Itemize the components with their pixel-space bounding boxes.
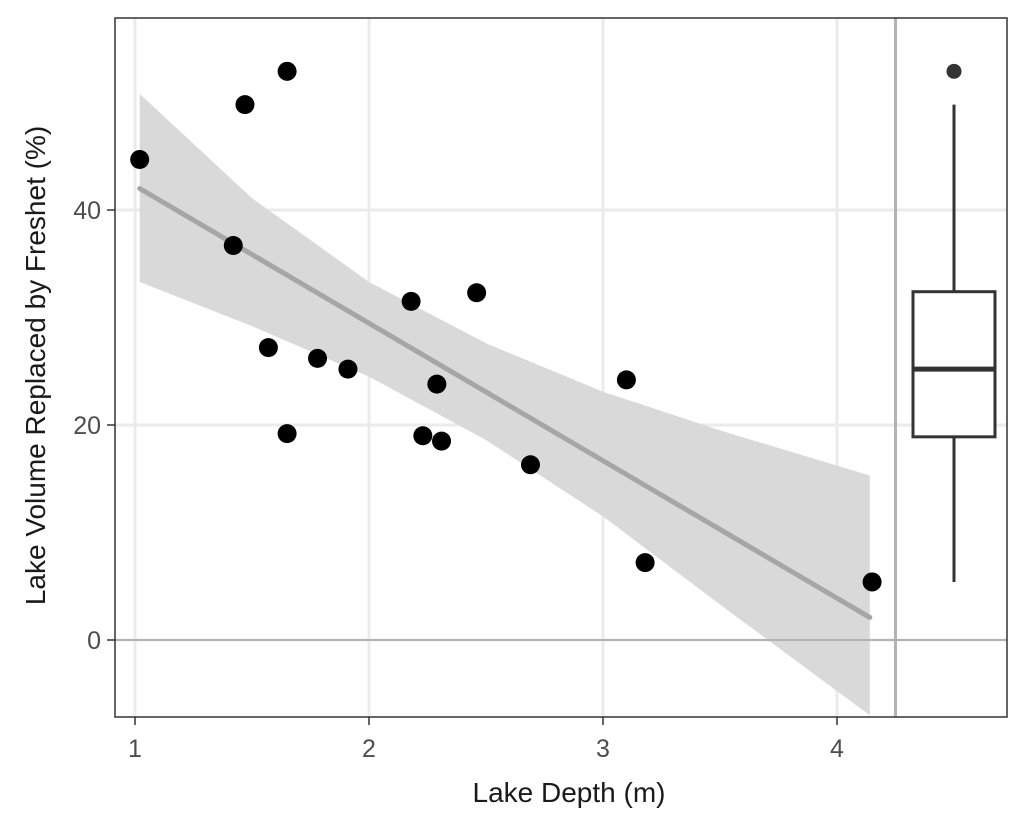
boxplot-outlier-1: [946, 63, 962, 79]
data-point-4: [258, 338, 278, 358]
data-point-17: [862, 572, 882, 592]
data-point-5: [277, 61, 297, 81]
fit-line-layer: [137, 186, 873, 620]
x-tick-label-3: 3: [596, 735, 610, 763]
y-tick-label-0: 0: [87, 627, 101, 655]
boxplot-box: [911, 290, 997, 439]
y-tick-label-40: 40: [73, 197, 101, 225]
data-point-16: [635, 553, 655, 573]
y-axis-title: Lake Volume Replaced by Freshet (%): [20, 126, 51, 605]
data-point-6: [277, 424, 297, 444]
x-tick-label-4: 4: [830, 735, 844, 763]
data-point-15: [616, 370, 636, 390]
data-point-2: [223, 235, 243, 255]
regression-fit-line: [137, 186, 873, 620]
grid-layer: [115, 18, 1007, 717]
data-point-8: [338, 359, 358, 379]
data-point-1: [130, 149, 150, 169]
data-point-7: [308, 348, 328, 368]
x-tick-label-1: 1: [128, 735, 142, 763]
data-point-3: [235, 95, 255, 115]
data-point-10: [413, 426, 433, 446]
data-point-13: [467, 283, 487, 303]
points-layer: [130, 61, 882, 592]
x-tick-label-2: 2: [362, 735, 376, 763]
reference-lines-layer: [115, 18, 1007, 717]
data-point-11: [427, 374, 447, 394]
boxplot-layer: [911, 63, 997, 582]
panel-border: [114, 17, 1008, 718]
data-point-14: [520, 455, 540, 475]
data-point-12: [432, 431, 452, 451]
data-point-9: [401, 291, 421, 311]
x-axis-title: Lake Depth (m): [473, 777, 666, 808]
y-tick-label-20: 20: [73, 412, 101, 440]
